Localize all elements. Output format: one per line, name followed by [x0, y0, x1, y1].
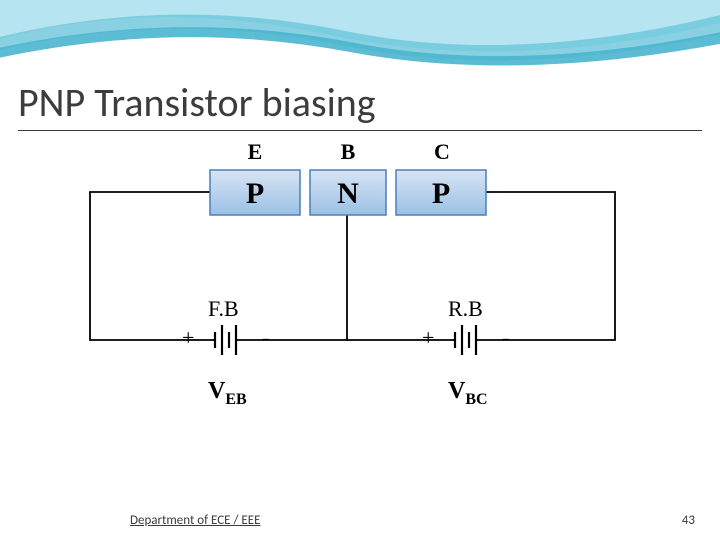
base-block-label: N [337, 177, 359, 210]
forward-bias-label: F.B [208, 296, 239, 321]
base-terminal-label: B [341, 140, 356, 164]
vbc-battery [455, 325, 476, 355]
vbc-label: VBC [448, 378, 488, 408]
pnp-biasing-diagram: P N P E B C F.B R.B + - VEB + - VBC [60, 140, 660, 460]
emitter-block-label: P [246, 177, 264, 210]
wave-decoration [0, 0, 720, 90]
vbc-minus-sign: - [502, 325, 509, 350]
title-underline [18, 130, 702, 131]
slide-title: PNP Transistor biasing [18, 78, 376, 127]
emitter-terminal-label: E [248, 140, 263, 164]
footer-department: Department of ECE / EEE [130, 513, 260, 528]
veb-minus-sign: - [262, 325, 269, 350]
veb-label: VEB [208, 378, 247, 408]
slide-number: 43 [682, 513, 695, 528]
collector-terminal-label: C [434, 140, 450, 164]
wire-emitter-loop [90, 192, 215, 340]
collector-block-label: P [432, 177, 450, 210]
wire-base-left [236, 215, 347, 340]
vbc-plus-sign: + [422, 325, 434, 350]
reverse-bias-label: R.B [448, 296, 483, 321]
veb-battery [215, 325, 236, 355]
veb-plus-sign: + [182, 325, 194, 350]
wire-collector-loop [476, 192, 615, 340]
